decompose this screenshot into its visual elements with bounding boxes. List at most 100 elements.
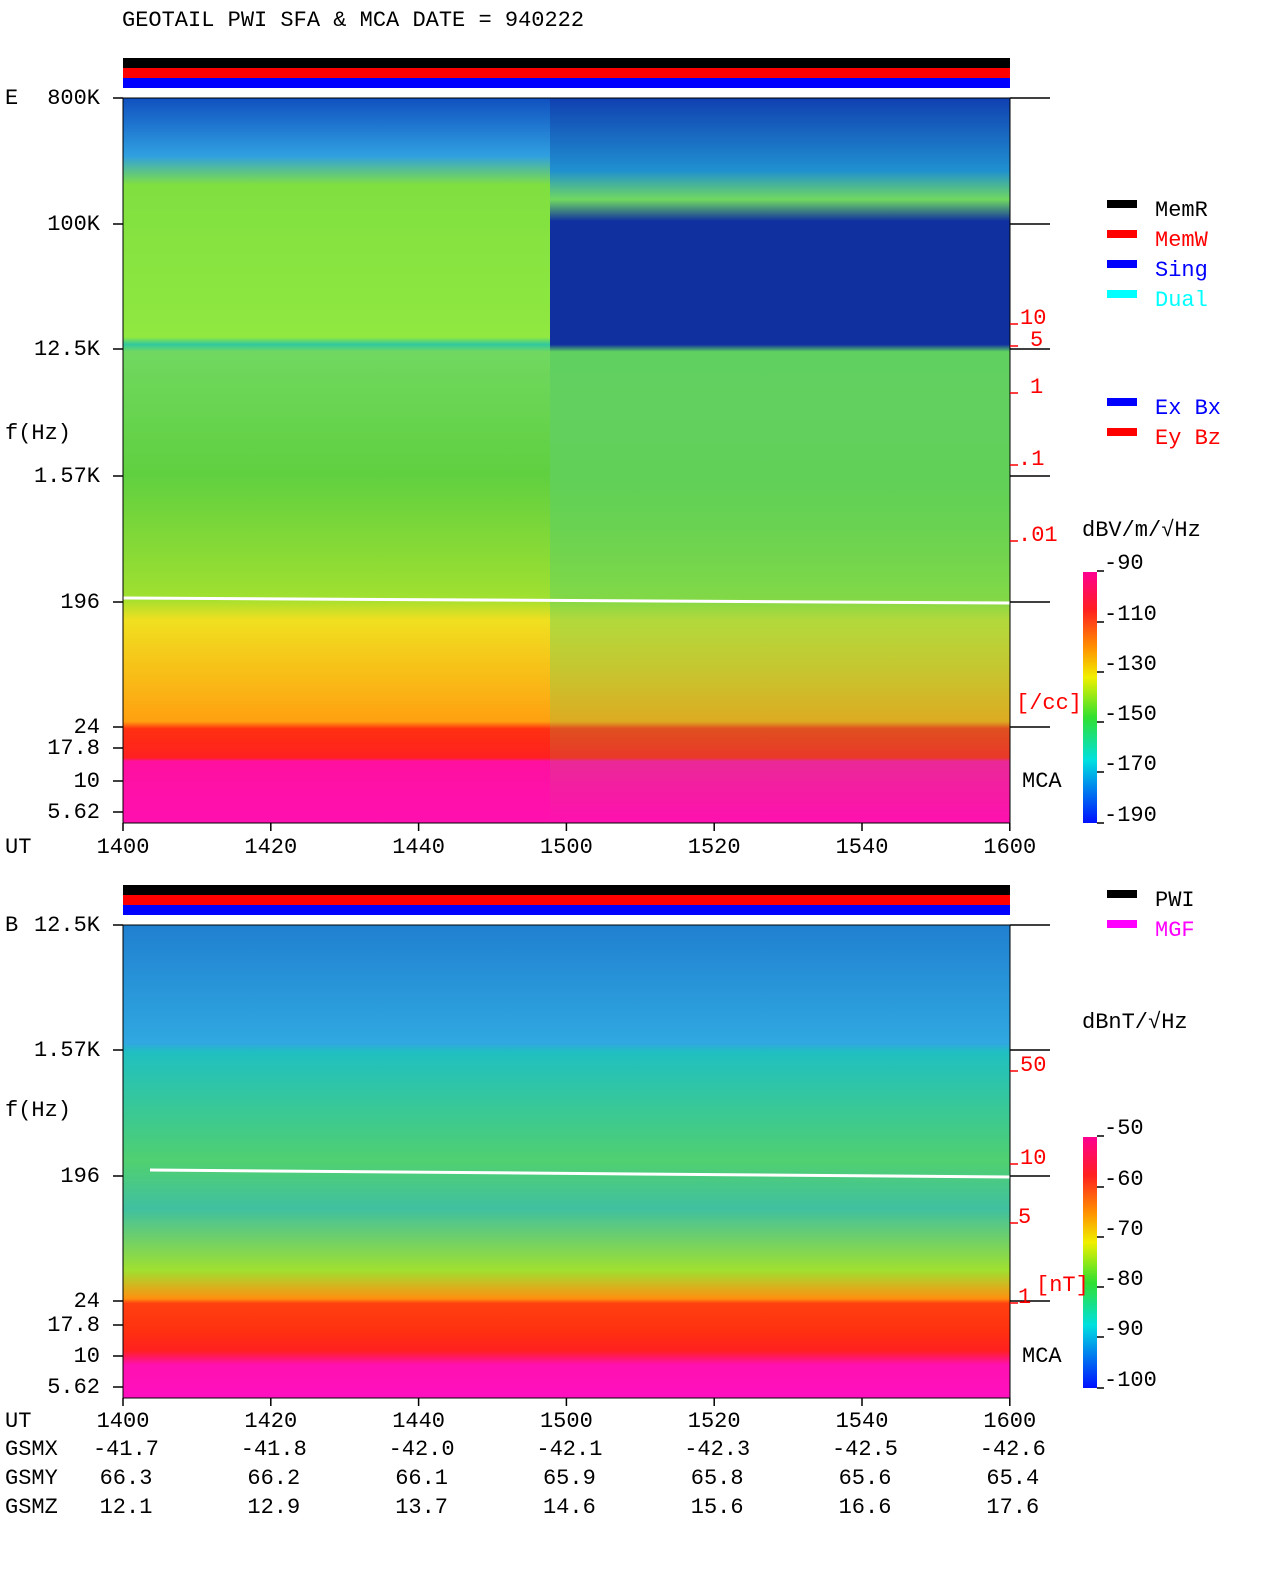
legend-swatch bbox=[1107, 398, 1137, 406]
panel-label: E bbox=[5, 86, 18, 111]
colorbar-tick-label: -60 bbox=[1104, 1167, 1144, 1192]
density-tick-label: 1 bbox=[1018, 1285, 1031, 1310]
density-tick-label: 10 bbox=[1020, 306, 1046, 331]
y-tick-label: 12.5K bbox=[34, 913, 101, 938]
y-tick-label: 800K bbox=[47, 86, 101, 111]
orbit-value: 66.2 bbox=[247, 1466, 300, 1491]
x-tick-label: 1520 bbox=[688, 1409, 741, 1434]
legend-swatch bbox=[1107, 920, 1137, 928]
title: GEOTAIL PWI SFA & MCA DATE = 940222 bbox=[122, 8, 584, 33]
colorbar-tick-label: -50 bbox=[1104, 1116, 1144, 1141]
y-tick-label: 24 bbox=[74, 1289, 100, 1314]
x-tick-label: 1520 bbox=[688, 835, 741, 860]
orbit-value: -42.3 bbox=[684, 1437, 750, 1462]
x-tick-label: 1420 bbox=[244, 835, 297, 860]
y-tick-label: 5.62 bbox=[47, 800, 100, 825]
colorbar-tick-label: -150 bbox=[1104, 702, 1157, 727]
y-tick-label: 17.8 bbox=[47, 736, 100, 761]
y-tick-label: 12.5K bbox=[34, 337, 101, 362]
y-tick-label: 1.57K bbox=[34, 464, 101, 489]
status-bars bbox=[123, 58, 1010, 915]
cyclotron-line bbox=[122, 596, 1011, 605]
y-tick-label: 24 bbox=[74, 715, 100, 740]
orbit-value: 66.3 bbox=[100, 1466, 153, 1491]
x-tick-label: 1440 bbox=[392, 835, 445, 860]
y-tick-label: 196 bbox=[60, 590, 100, 615]
legend-swatch bbox=[1107, 230, 1137, 238]
y-axis-label: f(Hz) bbox=[5, 421, 71, 446]
orbit-value: 66.1 bbox=[395, 1466, 448, 1491]
density-tick-label: 10 bbox=[1020, 1146, 1046, 1171]
orbit-value: 65.8 bbox=[691, 1466, 744, 1491]
legend-swatch bbox=[1107, 890, 1137, 898]
orbit-value: 12.1 bbox=[100, 1495, 153, 1520]
density-tick-label: 5 bbox=[1030, 328, 1043, 353]
y-tick-label: 1.57K bbox=[34, 1038, 101, 1063]
orbit-value: -42.6 bbox=[980, 1437, 1046, 1462]
panel-label: B bbox=[5, 913, 18, 938]
x-tick-label: 1500 bbox=[540, 1409, 593, 1434]
spectrogram bbox=[123, 925, 1010, 1398]
orbit-value: 15.6 bbox=[691, 1495, 744, 1520]
colorbar bbox=[1083, 572, 1097, 823]
y-axis-label: f(Hz) bbox=[5, 1098, 71, 1123]
orbit-value: 12.9 bbox=[247, 1495, 300, 1520]
orbit-value: 13.7 bbox=[395, 1495, 448, 1520]
orbit-value: -41.8 bbox=[241, 1437, 307, 1462]
legend-swatch bbox=[1107, 428, 1137, 436]
orbit-value: 17.6 bbox=[986, 1495, 1039, 1520]
orbit-value: -42.1 bbox=[536, 1437, 602, 1462]
x-tick-label: 1400 bbox=[97, 1409, 150, 1434]
x-tick-label: 1600 bbox=[983, 835, 1036, 860]
colorbar-tick-label: -130 bbox=[1104, 652, 1157, 677]
legend-label: MemR bbox=[1155, 198, 1208, 223]
orbit-label: GSMX bbox=[5, 1437, 58, 1462]
x-tick-label: 1440 bbox=[392, 1409, 445, 1434]
x-axis-label: UT bbox=[5, 1409, 31, 1434]
colorbar bbox=[1083, 1137, 1097, 1388]
legend-label: Sing bbox=[1155, 258, 1208, 283]
legend-label: MGF bbox=[1155, 918, 1195, 943]
orbit-label: GSMZ bbox=[5, 1495, 58, 1520]
orbit-value: -42.0 bbox=[389, 1437, 455, 1462]
colorbar-tick-label: -110 bbox=[1104, 602, 1157, 627]
y-tick-label: 10 bbox=[74, 769, 100, 794]
x-tick-label: 1600 bbox=[983, 1409, 1036, 1434]
density-unit: [/cc] bbox=[1016, 691, 1082, 716]
colorbar-tick-label: -70 bbox=[1104, 1217, 1144, 1242]
x-axis-label: UT bbox=[5, 835, 31, 860]
legend-label: Dual bbox=[1155, 288, 1208, 313]
orbit-value: 14.6 bbox=[543, 1495, 596, 1520]
mca-label: MCA bbox=[1022, 769, 1062, 794]
colorbar-tick-label: -80 bbox=[1104, 1267, 1144, 1292]
y-tick-label: 10 bbox=[74, 1344, 100, 1369]
colorbar-tick-label: -90 bbox=[1104, 1317, 1144, 1342]
legend-swatch bbox=[1107, 290, 1137, 298]
cyclotron-line bbox=[149, 1168, 1011, 1179]
orbit-label: GSMY bbox=[5, 1466, 58, 1491]
orbit-value: -42.5 bbox=[832, 1437, 898, 1462]
legend-swatch bbox=[1107, 260, 1137, 268]
orbit-value: 65.9 bbox=[543, 1466, 596, 1491]
legend-label: Ey Bz bbox=[1155, 426, 1221, 451]
x-tick-label: 1400 bbox=[97, 835, 150, 860]
legend-swatch bbox=[1107, 200, 1137, 208]
density-tick-label: .1 bbox=[1018, 447, 1044, 472]
y-tick-label: 17.8 bbox=[47, 1313, 100, 1338]
x-tick-label: 1500 bbox=[540, 835, 593, 860]
y-tick-label: 196 bbox=[60, 1164, 100, 1189]
x-tick-label: 1540 bbox=[836, 835, 889, 860]
orbit-value: 16.6 bbox=[839, 1495, 892, 1520]
colorbar-tick-label: -190 bbox=[1104, 803, 1157, 828]
orbit-value: 65.6 bbox=[839, 1466, 892, 1491]
colorbar-tick-label: -100 bbox=[1104, 1368, 1157, 1393]
orbit-value: 65.4 bbox=[986, 1466, 1039, 1491]
spectrogram-overlay bbox=[550, 98, 1010, 823]
legend-label: PWI bbox=[1155, 888, 1195, 913]
density-tick-label: 1 bbox=[1030, 375, 1043, 400]
legend-label: Ex Bx bbox=[1155, 396, 1221, 421]
y-tick-label: 5.62 bbox=[47, 1375, 100, 1400]
x-tick-label: 1540 bbox=[836, 1409, 889, 1434]
orbit-value: -41.7 bbox=[93, 1437, 159, 1462]
